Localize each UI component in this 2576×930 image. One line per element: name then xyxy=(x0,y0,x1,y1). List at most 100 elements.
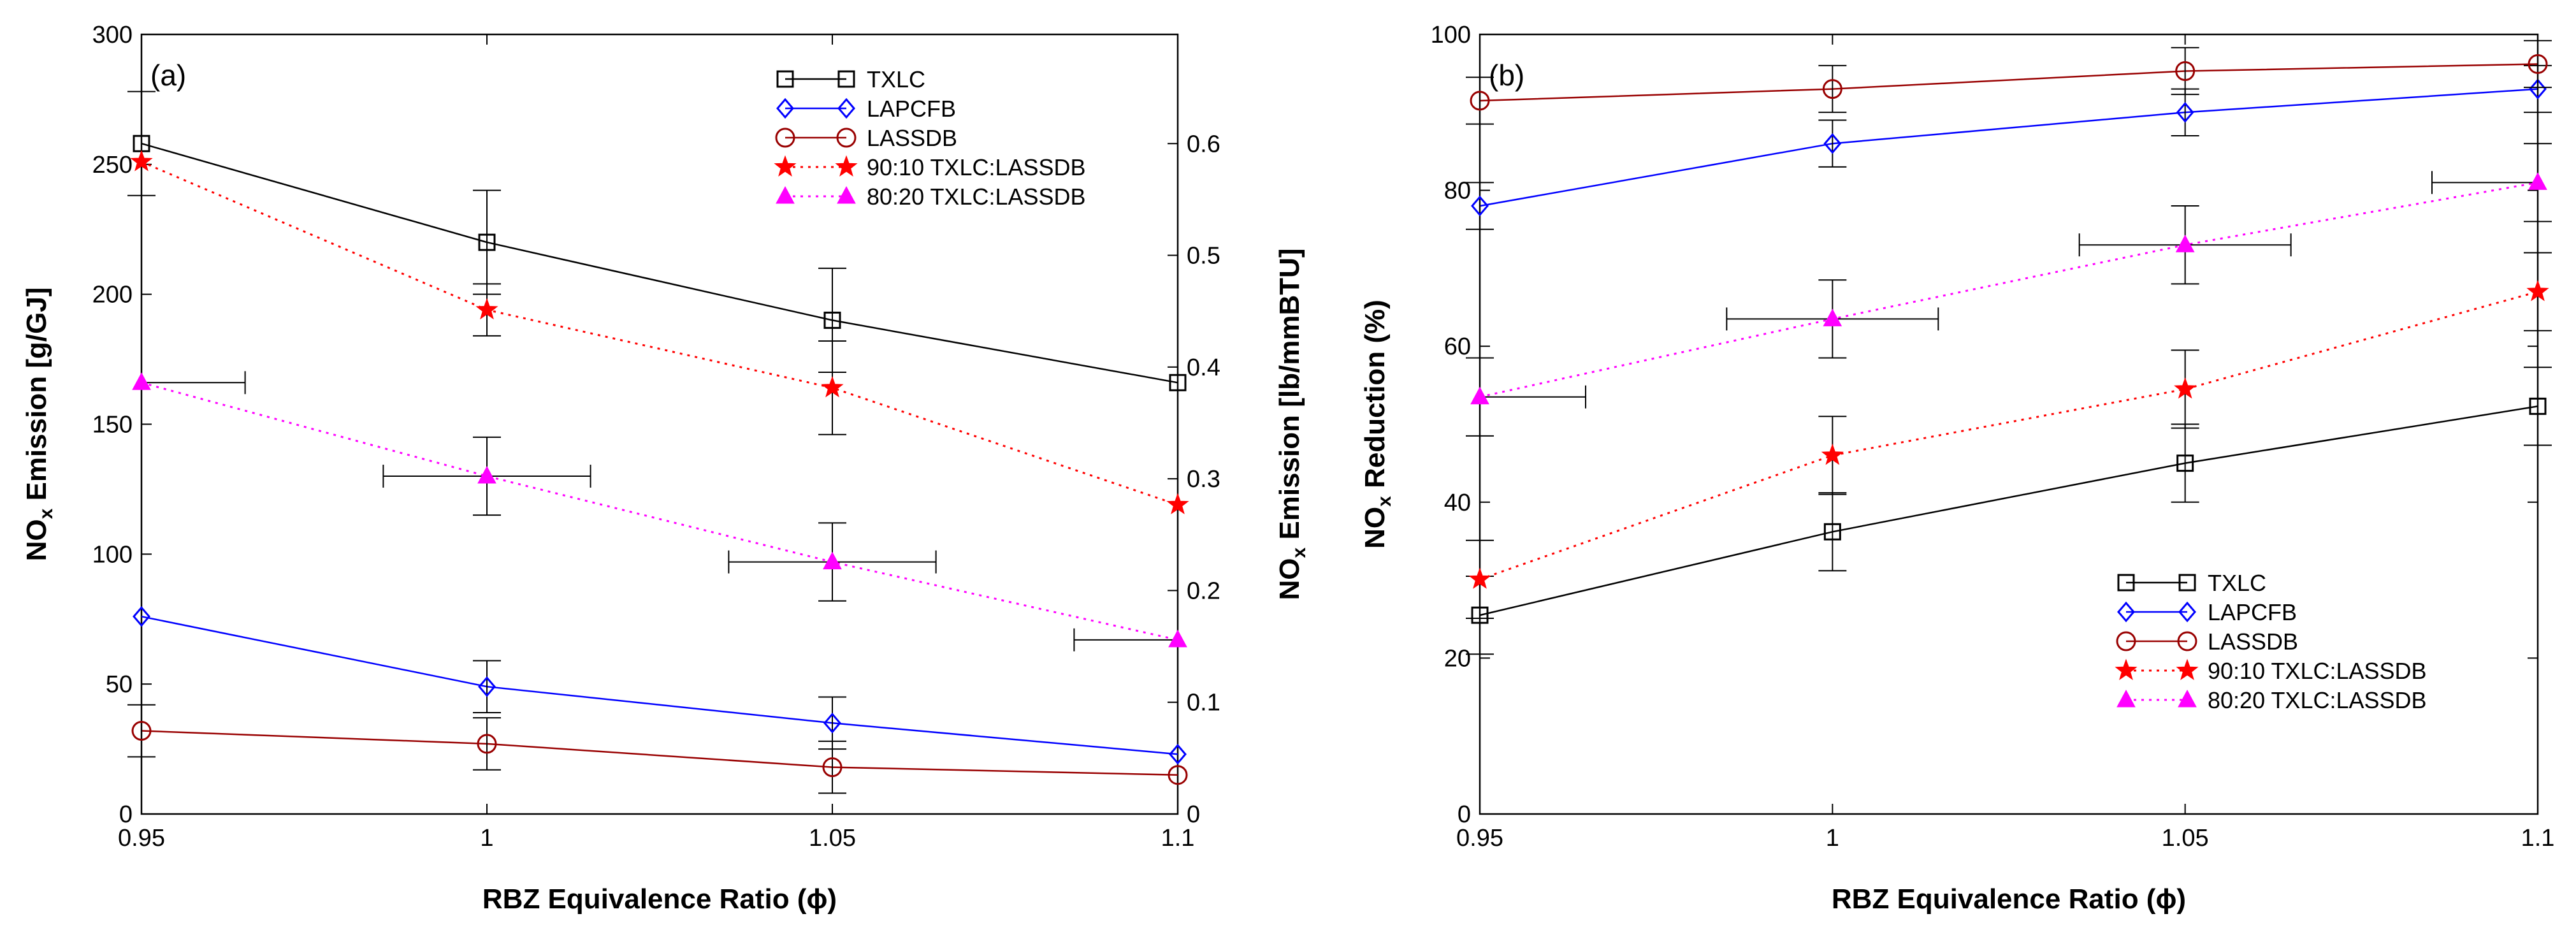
series-line xyxy=(1479,181,2538,398)
panel-label: (a) xyxy=(150,59,186,92)
data-point xyxy=(2176,454,2194,472)
legend-marker xyxy=(837,70,855,88)
series-80-20-txlc-lassdb xyxy=(132,371,1187,651)
legend-marker xyxy=(776,70,794,88)
data-point xyxy=(823,311,841,329)
legend-marker xyxy=(2177,631,2197,651)
legend-marker xyxy=(2178,689,2197,708)
x-tick-label: 1.1 xyxy=(1161,825,1195,852)
series-line xyxy=(141,615,1178,755)
y2-tick-label: 0.3 xyxy=(1187,466,1220,493)
legend-marker xyxy=(774,155,797,177)
data-point xyxy=(1168,765,1188,785)
data-point xyxy=(1471,195,1489,217)
data-point xyxy=(477,465,496,484)
series-line xyxy=(1479,63,2538,102)
series-lapcfb xyxy=(1466,64,2552,230)
y2-tick-label: 0.5 xyxy=(1187,243,1220,270)
y-tick-label: 50 xyxy=(106,671,133,698)
legend-label: 90:10 TXLC:LASSDB xyxy=(2208,658,2427,684)
y2-axis-label: NOx Emission [lb/mmBTU] xyxy=(1274,248,1310,600)
y-axis-label: NOx Emission [g/GJ] xyxy=(21,287,57,562)
data-point xyxy=(2176,101,2194,123)
series-txlc xyxy=(1466,367,2552,655)
data-point xyxy=(1468,567,1491,589)
legend-marker xyxy=(2176,658,2199,680)
x-tick-label: 1.05 xyxy=(2162,825,2209,852)
legend-marker xyxy=(776,185,795,204)
legend-marker xyxy=(2117,601,2135,623)
data-point xyxy=(477,734,497,754)
series-line xyxy=(141,730,1178,776)
series-lapcfb xyxy=(133,606,1187,765)
y2-tick-label: 0.4 xyxy=(1187,354,1220,381)
legend-marker xyxy=(2117,574,2135,592)
y2-tick-label: 0 xyxy=(1187,801,1200,828)
series-line xyxy=(141,142,1178,384)
series-80-20-txlc-lassdb xyxy=(1466,143,2552,437)
data-point xyxy=(822,757,843,778)
legend-marker xyxy=(836,127,857,148)
legend-label: TXLC xyxy=(2208,570,2266,596)
series-line xyxy=(1479,291,2538,581)
chart-panel-b: 0.95 1 1.05 1.1 0 20 40 60 80 100 RBZ Equivalence … xyxy=(1359,22,2554,915)
y-tick-label: 100 xyxy=(92,541,133,568)
y2-tick-label: 0.2 xyxy=(1187,578,1220,604)
legend-label: 90:10 TXLC:LASSDB xyxy=(867,154,1086,180)
data-point xyxy=(1169,743,1187,765)
legend-marker xyxy=(775,127,795,148)
data-point xyxy=(1470,91,1490,111)
y-tick-label: 100 xyxy=(1431,22,1471,48)
series-txlc xyxy=(127,91,1187,391)
series-90-10-txlc-lassdb xyxy=(130,150,1189,514)
series-lassdb xyxy=(1466,40,2552,125)
y-tick-label: 80 xyxy=(1444,178,1471,205)
data-point xyxy=(478,676,496,697)
y2-tick-label: 0.1 xyxy=(1187,690,1220,716)
x-axis-label: RBZ Equivalence Ratio (ϕ) xyxy=(482,883,837,915)
panel-label: (b) xyxy=(1489,59,1524,92)
y2-tick-label: 0.6 xyxy=(1187,131,1220,157)
y-tick-label: 300 xyxy=(92,22,133,48)
data-point xyxy=(1823,309,1842,326)
y-tick-label: 60 xyxy=(1444,333,1471,360)
legend-marker xyxy=(2115,658,2138,680)
series-line xyxy=(141,161,1178,506)
data-point xyxy=(2529,78,2547,99)
data-point xyxy=(2528,172,2547,190)
legend-label: LASSDB xyxy=(2208,628,2298,655)
x-tick-label: 0.95 xyxy=(118,825,165,852)
data-point xyxy=(130,150,153,171)
x-tick-label: 1 xyxy=(480,825,493,852)
chart-panel-a: 0.95 1 1.05 1.105010015020025030000.10.20.3… xyxy=(21,22,1310,915)
legend-marker xyxy=(2116,631,2136,651)
data-point xyxy=(1822,79,1842,99)
legend-label: LAPCFB xyxy=(867,96,956,122)
y-tick-label: 0 xyxy=(119,801,133,828)
data-point xyxy=(823,713,841,734)
legend-label: LAPCFB xyxy=(2208,599,2297,625)
legend-label: LASSDB xyxy=(867,125,957,151)
data-point xyxy=(133,606,150,627)
y-tick-label: 250 xyxy=(92,152,133,178)
y-tick-label: 0 xyxy=(1458,801,1471,828)
data-point xyxy=(2526,280,2549,302)
series-line xyxy=(141,381,1178,641)
data-point xyxy=(475,298,498,320)
y-axis-label: NOx Reduction (%) xyxy=(1359,300,1395,549)
legend-label: 80:20 TXLC:LASSDB xyxy=(2208,687,2427,713)
data-point xyxy=(131,721,152,741)
legend-marker xyxy=(776,98,794,119)
data-point xyxy=(1823,133,1842,154)
series-line xyxy=(1479,405,2538,616)
legend-marker xyxy=(2178,574,2196,592)
legend-marker xyxy=(835,155,858,177)
legend-label: 80:20 TXLC:LASSDB xyxy=(867,184,1086,210)
data-point xyxy=(821,375,844,398)
data-point xyxy=(2175,61,2196,81)
x-tick-label: 1.05 xyxy=(809,825,856,852)
legend-marker xyxy=(837,185,856,204)
legend: TXLC LAPCFB LASSDB 90:10 TXLC:LASSDB 80:20 T… xyxy=(774,66,1086,210)
data-point xyxy=(1821,443,1844,465)
